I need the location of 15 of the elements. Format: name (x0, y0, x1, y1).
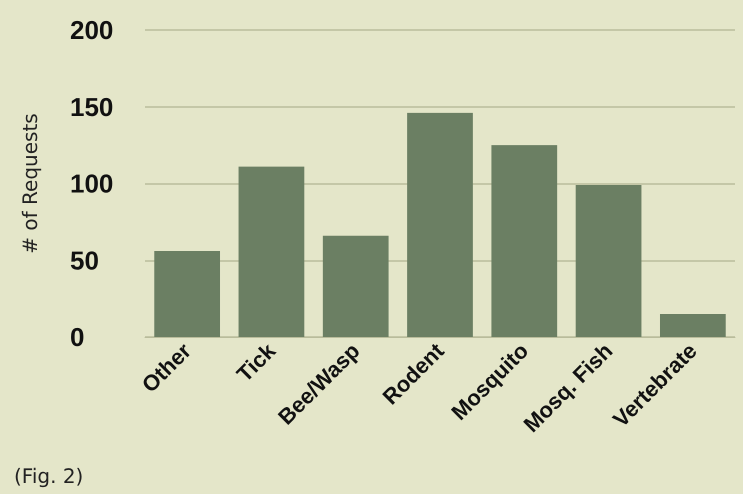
bar (322, 236, 389, 337)
y-tick-label: 50 (70, 245, 99, 276)
bar (660, 314, 726, 337)
x-tick-label: Tick (232, 338, 281, 387)
y-tick-label: 200 (70, 15, 114, 45)
bar (576, 185, 642, 337)
text: (Fig. 2) (14, 464, 84, 488)
bar (491, 145, 558, 337)
bar (154, 251, 220, 337)
y-tick-label: 150 (70, 92, 114, 122)
bar (238, 166, 304, 337)
y-tick-label: 0 (70, 322, 84, 352)
y-axis-title: # of Requests (18, 113, 42, 254)
bar (407, 112, 473, 337)
y-tick-label: 100 (70, 168, 114, 198)
